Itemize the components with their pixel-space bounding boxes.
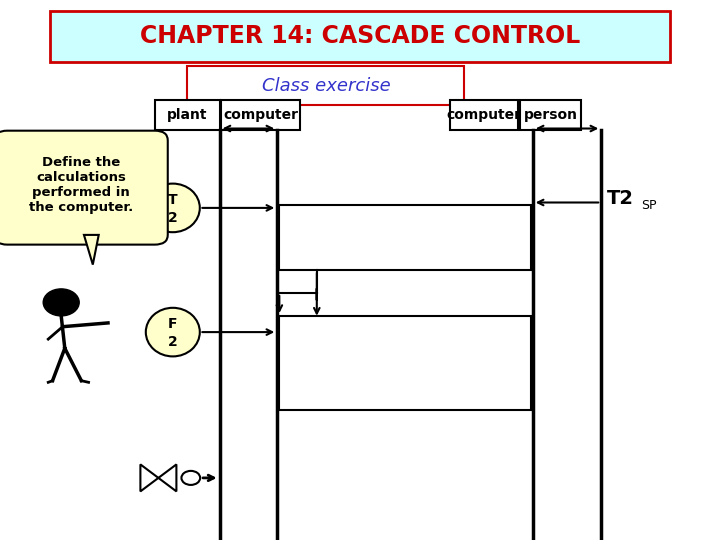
FancyBboxPatch shape bbox=[0, 131, 168, 245]
Text: Define the
calculations
performed in
the computer.: Define the calculations performed in the… bbox=[29, 156, 133, 214]
Text: 2: 2 bbox=[168, 335, 178, 349]
FancyBboxPatch shape bbox=[279, 316, 531, 410]
FancyBboxPatch shape bbox=[50, 11, 670, 62]
FancyBboxPatch shape bbox=[155, 100, 220, 130]
FancyBboxPatch shape bbox=[450, 100, 518, 130]
FancyBboxPatch shape bbox=[187, 66, 464, 105]
Text: T: T bbox=[168, 193, 178, 207]
Polygon shape bbox=[84, 235, 99, 265]
Text: SP: SP bbox=[642, 199, 657, 212]
FancyBboxPatch shape bbox=[520, 100, 581, 130]
Circle shape bbox=[43, 289, 79, 316]
Ellipse shape bbox=[145, 184, 199, 232]
Text: CHAPTER 14: CASCADE CONTROL: CHAPTER 14: CASCADE CONTROL bbox=[140, 24, 580, 48]
Text: computer: computer bbox=[446, 108, 522, 122]
Ellipse shape bbox=[145, 308, 199, 356]
Text: plant: plant bbox=[167, 108, 207, 122]
Text: computer: computer bbox=[223, 108, 298, 122]
FancyBboxPatch shape bbox=[221, 100, 300, 130]
Text: person: person bbox=[523, 108, 577, 122]
Text: 2: 2 bbox=[168, 211, 178, 225]
Text: Class exercise: Class exercise bbox=[262, 77, 390, 95]
Text: T2: T2 bbox=[607, 188, 634, 208]
Text: F: F bbox=[168, 317, 178, 331]
FancyBboxPatch shape bbox=[279, 205, 531, 270]
